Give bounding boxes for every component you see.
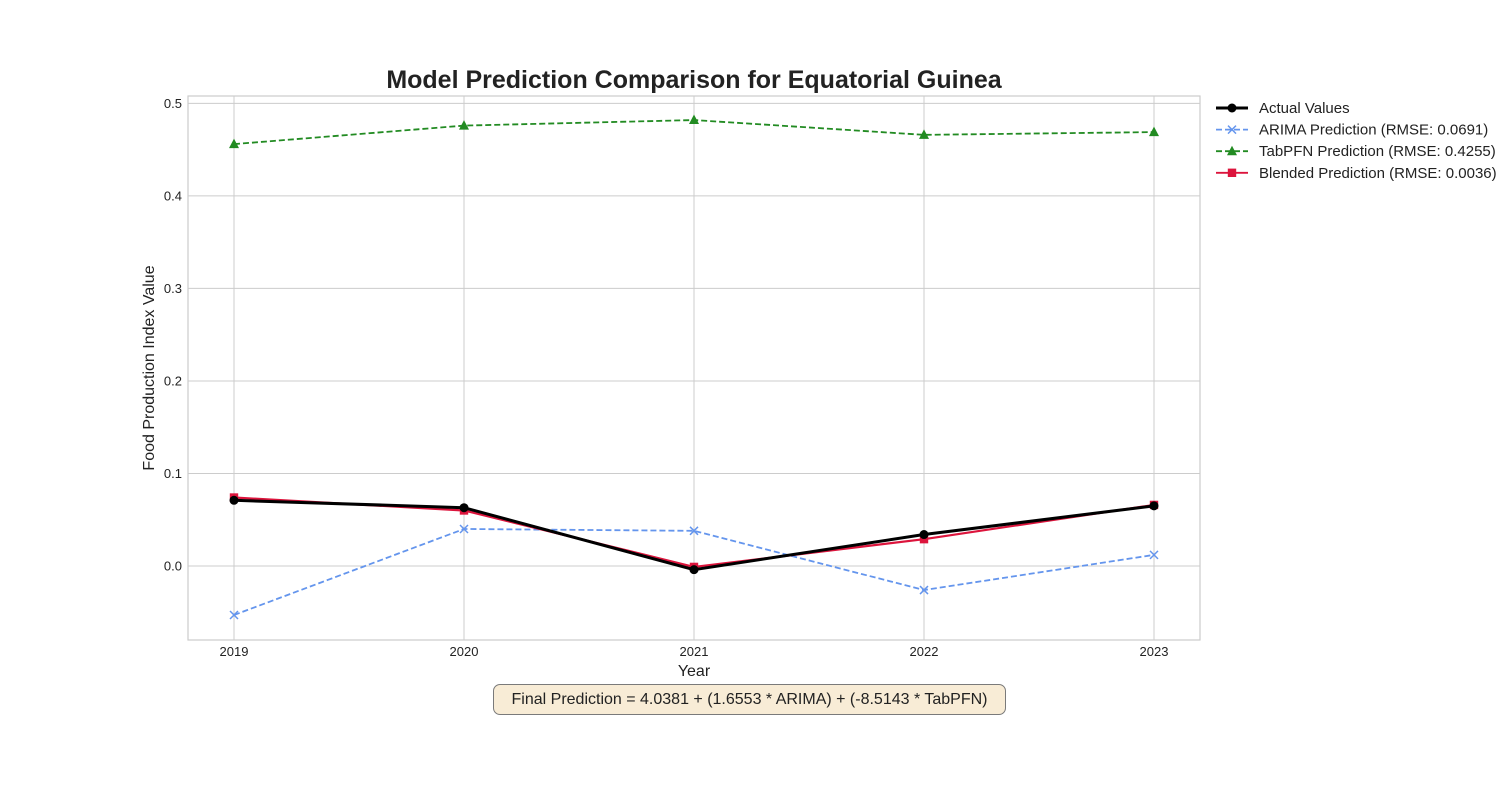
data-point-actual — [919, 530, 929, 540]
x-axis-label: Year — [678, 663, 711, 680]
y-tick-label: 0.1 — [164, 466, 182, 481]
legend-marker-actual — [1227, 103, 1237, 113]
data-point-tabpfn — [1149, 126, 1159, 137]
data-point-actual — [229, 495, 239, 505]
legend-label-tabpfn: TabPFN Prediction (RMSE: 0.4255) — [1259, 143, 1496, 160]
series-actual — [229, 495, 1159, 575]
formula-annotation: Final Prediction = 4.0381 + (1.6553 * AR… — [493, 684, 1006, 715]
x-tick-label: 2022 — [910, 644, 939, 659]
data-point-arima — [689, 526, 699, 536]
legend-marker-blended — [1227, 168, 1237, 177]
legend-marker-tabpfn — [1227, 145, 1237, 156]
legend-label-blended: Blended Prediction (RMSE: 0.0036) — [1259, 165, 1497, 182]
legend-item-arima: ARIMA Prediction (RMSE: 0.0691) — [1216, 122, 1488, 139]
chart-title: Model Prediction Comparison for Equatori… — [386, 66, 1002, 94]
data-point-actual — [459, 503, 469, 513]
data-point-arima — [1149, 550, 1159, 560]
legend-label-actual: Actual Values — [1259, 100, 1350, 117]
y-tick-label: 0.0 — [164, 558, 182, 573]
x-tick-label: 2020 — [450, 644, 479, 659]
y-tick-label: 0.5 — [164, 96, 182, 111]
x-tick-label: 2019 — [220, 644, 249, 659]
data-point-actual — [689, 565, 699, 575]
data-point-tabpfn — [919, 129, 929, 139]
y-axis-label: Food Production Index Value — [141, 265, 158, 470]
x-tick-label: 2021 — [680, 644, 709, 659]
series-tabpfn — [229, 114, 1159, 149]
series-line-arima — [233, 528, 1155, 616]
grid — [188, 96, 1200, 640]
tick-labels: 2019 2020 2021 2022 2023 0.0 0.1 0.2 0.3 0.4 0.5 — [164, 96, 1169, 659]
series-layer — [229, 114, 1159, 620]
x-tick-label: 2023 — [1140, 644, 1169, 659]
data-point-arima — [919, 585, 929, 595]
data-point-tabpfn — [229, 138, 239, 149]
data-point-actual — [1149, 501, 1159, 511]
y-tick-label: 0.3 — [164, 281, 182, 296]
data-point-tabpfn — [459, 120, 469, 130]
legend-item-actual: Actual Values — [1216, 100, 1350, 117]
data-point-tabpfn — [689, 114, 699, 125]
legend-label-arima: ARIMA Prediction (RMSE: 0.0691) — [1259, 122, 1488, 139]
legend-item-tabpfn: TabPFN Prediction (RMSE: 0.4255) — [1216, 143, 1496, 160]
y-tick-label: 0.4 — [164, 188, 182, 203]
y-tick-label: 0.2 — [164, 373, 182, 388]
legend-marker-arima — [1227, 125, 1237, 135]
legend-item-blended: Blended Prediction (RMSE: 0.0036) — [1216, 165, 1497, 182]
data-point-arima — [459, 524, 469, 534]
plot-frame — [187, 95, 1201, 641]
legend: Actual Values ARIMA Prediction (RMSE: 0.0… — [1216, 100, 1497, 182]
series-arima — [229, 524, 1159, 620]
data-point-blended — [919, 534, 929, 544]
data-point-arima — [229, 610, 239, 620]
